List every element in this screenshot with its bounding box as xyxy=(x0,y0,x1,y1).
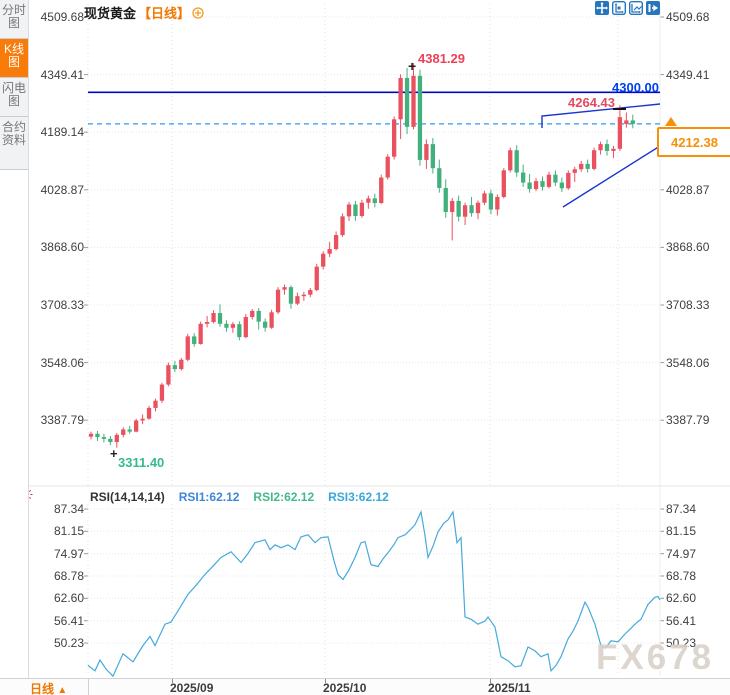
instrument-name: 现货黄金 xyxy=(84,6,137,21)
swing-high-label: 4264.43 xyxy=(568,95,615,110)
sidebar-item-time-chart[interactable]: 分时图 xyxy=(0,0,28,39)
current-price-value: 4212.38 xyxy=(671,134,718,150)
chart-title: 现货黄金 【日线】 xyxy=(84,3,204,22)
axis-label: 74.97 xyxy=(53,546,84,561)
current-price-arrow xyxy=(665,117,677,126)
rsi2-value: RSI2:62.12 xyxy=(253,490,315,504)
axis-label: 3868.60 xyxy=(40,240,84,255)
axis-label: 4189.14 xyxy=(40,125,84,140)
chart-toolbar xyxy=(595,1,660,15)
month-tick xyxy=(490,679,491,683)
month-tick xyxy=(325,679,326,683)
axis-label: 87.34 xyxy=(666,502,697,516)
axis-label: 3548.06 xyxy=(40,355,84,370)
high-point-marker: + xyxy=(408,58,417,74)
axis-label: 4349.41 xyxy=(40,67,84,82)
period-tag: 【日线】 xyxy=(138,6,191,21)
axis-label: 87.34 xyxy=(53,502,84,516)
sidebar-item-lightning-chart[interactable]: 闪电图 xyxy=(0,78,28,117)
axis-label: 3708.33 xyxy=(666,298,710,312)
axis-label: 3387.79 xyxy=(666,413,710,428)
axis-label: 56.41 xyxy=(53,613,84,628)
axis-label: 50.23 xyxy=(53,636,84,650)
axis-label: 4028.87 xyxy=(40,182,84,197)
month-label: 2025/11 xyxy=(488,681,531,695)
axis-label: 68.78 xyxy=(666,569,697,583)
axis-label: 68.78 xyxy=(53,569,84,583)
add-indicator-icon[interactable] xyxy=(192,6,204,19)
sidebar: 分时图 K线图 闪电图 合约资料 xyxy=(0,0,29,678)
month-tick xyxy=(172,679,173,683)
month-label: 2025/09 xyxy=(170,681,214,695)
pan-tool-icon[interactable] xyxy=(595,1,609,15)
period-selector-label: 日线 xyxy=(30,682,55,695)
axis-label: 56.41 xyxy=(666,613,697,628)
bottom-axis-bar: 日线 ▲ 2025/09 2025/10 2025/11 xyxy=(0,678,730,695)
rsi-header: RSI(14,14,14) RSI1:62.12 RSI2:62.12 RSI3… xyxy=(90,490,389,504)
period-selector[interactable]: 日线 ▲ xyxy=(30,680,67,695)
month-label: 2025/10 xyxy=(323,681,367,695)
axis-label: 74.97 xyxy=(666,546,697,561)
chevron-up-icon: ▲ xyxy=(57,685,68,695)
axis-label: 4509.68 xyxy=(666,10,710,24)
axis-label: 3548.06 xyxy=(666,355,710,370)
rsi-params: RSI(14,14,14) xyxy=(90,490,165,504)
watermark: FX678 xyxy=(596,638,715,677)
axis-label: 3868.60 xyxy=(666,240,710,255)
axis-label: 4349.41 xyxy=(666,67,710,82)
axis-label: 81.15 xyxy=(666,524,697,539)
high-price-label: 4381.29 xyxy=(418,51,465,66)
rsi1-value: RSI1:62.12 xyxy=(178,490,240,504)
sidebar-item-contract-info[interactable]: 合约资料 xyxy=(0,117,28,170)
zoom-y-axis-icon[interactable] xyxy=(629,1,643,15)
current-price-box: 4212.38 xyxy=(657,127,730,157)
resistance-price-label: 4300.00 xyxy=(612,80,659,95)
axis-label: 62.60 xyxy=(53,591,84,606)
axis-label: 4028.87 xyxy=(666,182,710,197)
bottom-bar-divider xyxy=(88,679,89,695)
axis-label: 3387.79 xyxy=(40,413,84,428)
low-point-marker: + xyxy=(110,446,118,461)
reset-view-icon[interactable] xyxy=(646,1,660,15)
low-price-label: 3311.40 xyxy=(118,455,165,470)
axis-label: 62.60 xyxy=(666,591,697,606)
rsi3-value: RSI3:62.12 xyxy=(328,490,389,504)
axis-label: 81.15 xyxy=(53,524,84,539)
axis-label: 4509.68 xyxy=(40,10,84,24)
axis-label: 3708.33 xyxy=(40,298,84,312)
axis-label: 50.23 xyxy=(666,636,697,650)
zoom-x-axis-icon[interactable] xyxy=(612,1,626,15)
sidebar-item-kline-chart[interactable]: K线图 xyxy=(0,39,28,78)
